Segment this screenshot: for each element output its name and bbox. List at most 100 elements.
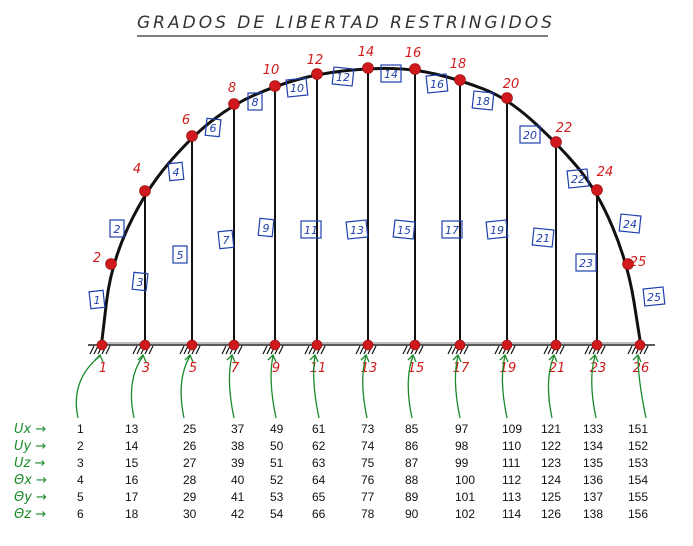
element-label: 18 — [471, 90, 495, 111]
dof-cell: 15 — [125, 456, 139, 470]
base-node: 23 — [590, 339, 606, 376]
element-label: 22 — [566, 168, 590, 189]
base-node: 5 — [186, 339, 198, 376]
element-label: 17 — [441, 220, 463, 239]
dof-cell: 37 — [231, 422, 245, 436]
element-label: 20 — [519, 125, 541, 144]
dof-arrow — [267, 353, 277, 419]
dof-row-label: Uy → — [14, 439, 46, 454]
svg-text:1: 1 — [99, 361, 107, 376]
arch-node: 22 — [550, 121, 573, 148]
svg-text:23: 23 — [579, 257, 593, 270]
dof-cell: 123 — [541, 456, 561, 470]
dof-arrow — [130, 353, 147, 419]
dof-arrow — [452, 353, 462, 419]
base-node: 3 — [139, 339, 151, 376]
dof-cell: 76 — [361, 473, 375, 487]
dof-cell: 97 — [455, 422, 469, 436]
dof-row-label: Ux → — [14, 422, 46, 437]
dof-cell: 134 — [583, 439, 603, 453]
element-label: 7 — [217, 229, 235, 250]
base-node: 13 — [361, 339, 377, 376]
dof-cell: 85 — [405, 422, 419, 436]
dof-cell: 62 — [312, 439, 326, 453]
element-label: 4 — [167, 161, 185, 182]
dof-cell: 30 — [183, 507, 197, 521]
dof-cell: 41 — [231, 490, 245, 504]
element-label: 5 — [172, 245, 188, 264]
element-label: 24 — [618, 213, 642, 234]
svg-text:9: 9 — [272, 361, 280, 376]
svg-text:17: 17 — [445, 224, 459, 237]
dof-cell: 53 — [270, 490, 284, 504]
dof-cell: 65 — [312, 490, 326, 504]
dof-table: Ux →Uy →Uz →Θx →Θy →Θz →1 13 25 37 49 61 73 85 9… — [14, 422, 648, 522]
dof-arrow — [360, 353, 370, 419]
element-label: 12 — [331, 66, 355, 87]
dof-cell: 78 — [361, 507, 375, 521]
dof-cell: 6 — [77, 507, 84, 521]
arch-node: 4 — [133, 162, 151, 197]
dof-cell: 124 — [541, 473, 561, 487]
dof-cell: 135 — [583, 456, 603, 470]
arch-node: 8 — [228, 81, 240, 110]
dof-cell: 50 — [270, 439, 284, 453]
base-node: 17 — [453, 339, 470, 376]
base-node: 7 — [228, 339, 240, 376]
svg-text:21: 21 — [536, 232, 550, 245]
dof-cell: 29 — [183, 490, 197, 504]
dof-cell: 25 — [183, 422, 197, 436]
svg-text:18: 18 — [450, 57, 467, 72]
base-node: 9 — [269, 339, 281, 376]
svg-text:13: 13 — [350, 224, 364, 237]
dof-cell: 151 — [628, 422, 648, 436]
svg-text:14: 14 — [384, 68, 398, 81]
dof-cell: 102 — [455, 507, 475, 521]
dof-cell: 40 — [231, 473, 245, 487]
dof-cell: 39 — [231, 456, 245, 470]
dof-cell: 125 — [541, 490, 561, 504]
dof-cell: 63 — [312, 456, 326, 470]
dof-cell: 74 — [361, 439, 375, 453]
dof-cell: 153 — [628, 456, 648, 470]
element-label: 19 — [485, 219, 509, 240]
svg-text:26: 26 — [633, 361, 650, 376]
svg-text:2: 2 — [93, 251, 101, 266]
dof-cell: 156 — [628, 507, 648, 521]
element-label: 3 — [131, 271, 149, 292]
dof-cell: 2 — [77, 439, 84, 453]
dof-cell: 138 — [583, 507, 603, 521]
dof-cell: 152 — [628, 439, 648, 453]
dof-cell: 101 — [455, 490, 475, 504]
dof-cell: 87 — [405, 456, 419, 470]
dof-cell: 1 — [77, 422, 84, 436]
dof-cell: 99 — [455, 456, 469, 470]
svg-text:10: 10 — [290, 82, 304, 95]
svg-text:12: 12 — [307, 53, 324, 68]
svg-text:24: 24 — [597, 165, 614, 180]
arch-node: 16 — [405, 46, 421, 75]
dof-arrow — [407, 353, 417, 419]
dof-cell: 18 — [125, 507, 139, 521]
dof-cell: 66 — [312, 507, 326, 521]
svg-text:3: 3 — [137, 276, 144, 289]
dof-arrow — [309, 353, 320, 419]
dof-arrow — [180, 353, 194, 419]
element-label: 2 — [109, 219, 125, 238]
arch-node: 12 — [307, 53, 324, 80]
svg-text:9: 9 — [263, 222, 270, 235]
dof-cell: 136 — [583, 473, 603, 487]
dof-arrow — [547, 353, 558, 419]
element-label: 16 — [425, 73, 449, 94]
dof-cell: 61 — [312, 422, 326, 436]
element-label: 11 — [300, 220, 322, 239]
dof-cell: 121 — [541, 422, 561, 436]
svg-text:6: 6 — [182, 113, 190, 128]
dof-arrow — [75, 353, 104, 419]
element-labels: 1234567891011121314151617181920212223242… — [88, 64, 666, 310]
dof-cell: 64 — [312, 473, 326, 487]
dof-row-label: Θx → — [14, 473, 47, 488]
svg-text:22: 22 — [556, 121, 573, 136]
dof-cell: 49 — [270, 422, 284, 436]
